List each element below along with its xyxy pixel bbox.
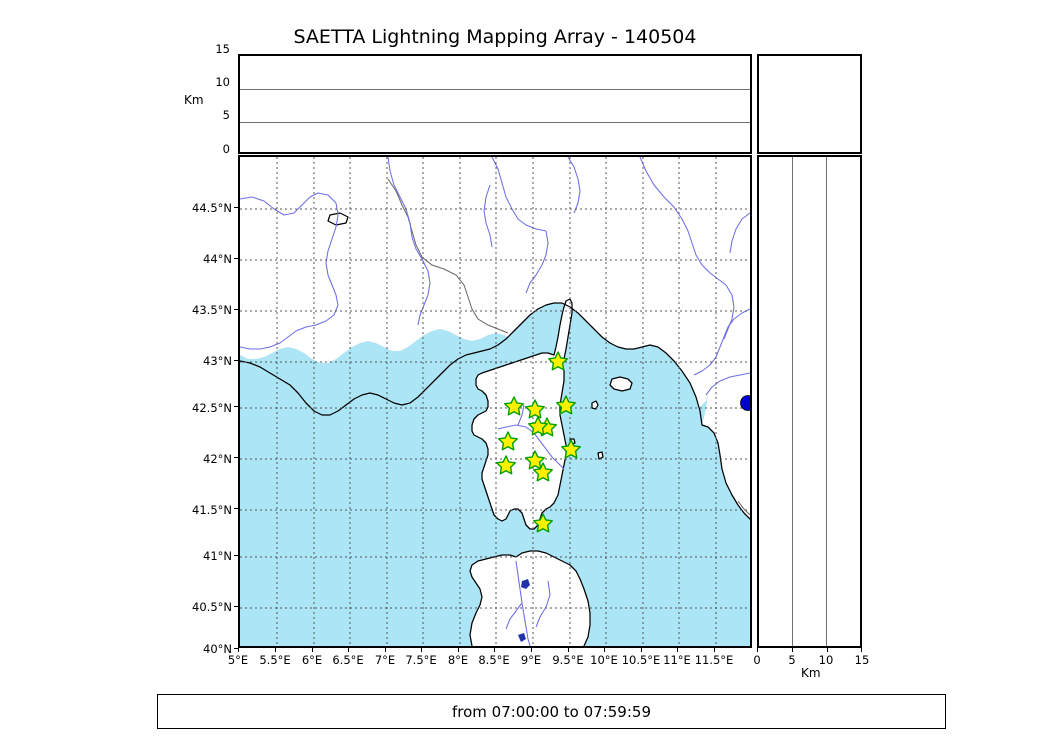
right-panel-xtick-0: 0 bbox=[753, 653, 761, 667]
map-xtick-85: 8.5°E bbox=[478, 653, 510, 667]
map-xtick-9: 9°E bbox=[520, 653, 542, 667]
landmass-italy bbox=[692, 157, 750, 519]
map-ytick-445: 44.5°N bbox=[192, 201, 232, 215]
station-star-9 bbox=[496, 455, 516, 475]
station-star-11 bbox=[533, 462, 553, 482]
rivers bbox=[240, 157, 750, 646]
status-bar-text: from 07:00:00 to 07:59:59 bbox=[451, 702, 651, 721]
right-panel-gridline-5km bbox=[792, 157, 793, 646]
station-star-10 bbox=[525, 450, 545, 470]
political-borders bbox=[387, 178, 750, 516]
map-ytick-415: 41.5°N bbox=[192, 503, 232, 517]
map-xtick-10: 10°E bbox=[590, 653, 618, 667]
lakes bbox=[518, 579, 530, 642]
top-panel-ytick-0: 0 bbox=[222, 142, 230, 156]
top-panel-ytick-15: 15 bbox=[215, 42, 230, 56]
vhf-source-marker bbox=[740, 395, 750, 411]
island-elba bbox=[610, 377, 632, 391]
station-star-2 bbox=[504, 396, 524, 416]
top-panel-gridline-10km bbox=[240, 89, 750, 90]
altitude-longitude-panel[interactable] bbox=[238, 54, 752, 154]
status-bar[interactable]: from 07:00:00 to 07:59:59 bbox=[157, 694, 946, 729]
altitude-latitude-panel[interactable] bbox=[757, 155, 862, 648]
map-ytick-42: 42°N bbox=[203, 452, 232, 466]
station-markers bbox=[496, 351, 581, 533]
map-xtick-8: 8°E bbox=[447, 653, 469, 667]
station-star-12 bbox=[533, 513, 553, 533]
top-panel-ytick-10: 10 bbox=[215, 75, 230, 89]
map-ytick-40: 40°N bbox=[203, 642, 232, 656]
map-ytick-435: 43.5°N bbox=[192, 303, 232, 317]
map-ytick-44: 44°N bbox=[203, 252, 232, 266]
map-ytick-43: 43°N bbox=[203, 354, 232, 368]
map-xtick-115: 11.5°E bbox=[694, 653, 734, 667]
station-star-1 bbox=[548, 351, 568, 371]
page-title: SAETTA Lightning Mapping Array - 140504 bbox=[293, 26, 697, 48]
right-panel-xlabel: Km bbox=[801, 666, 821, 680]
station-star-7 bbox=[561, 439, 581, 459]
right-panel-gridline-10km bbox=[826, 157, 827, 646]
right-panel-xtick-10: 10 bbox=[818, 653, 834, 667]
top-panel-ylabel: Km bbox=[184, 93, 204, 107]
station-star-4 bbox=[556, 395, 576, 415]
map-xtick-11: 11°E bbox=[663, 653, 691, 667]
cap-corse bbox=[554, 299, 572, 365]
right-panel-xtick-5: 5 bbox=[788, 653, 796, 667]
coastlines bbox=[240, 212, 750, 646]
altitude-altitude-panel[interactable] bbox=[757, 54, 862, 154]
map-gridlines bbox=[240, 157, 750, 646]
map-xtick-65: 6.5°E bbox=[332, 653, 364, 667]
top-panel-ytick-5: 5 bbox=[222, 108, 230, 122]
map-xtick-95: 9.5°E bbox=[552, 653, 584, 667]
map-xtick-55: 5.5°E bbox=[259, 653, 291, 667]
right-panel-xtick-15: 15 bbox=[854, 653, 870, 667]
station-star-3 bbox=[525, 399, 545, 419]
map-xtick-75: 7.5°E bbox=[405, 653, 437, 667]
station-star-8 bbox=[498, 431, 518, 451]
map-graphic bbox=[240, 157, 750, 646]
top-panel-gridline-5km bbox=[240, 122, 750, 123]
landmass-sardinia bbox=[470, 551, 590, 646]
map-ytick-41: 41°N bbox=[203, 549, 232, 563]
map-xtick-105: 10.5°E bbox=[621, 653, 661, 667]
map-ytick-425: 42.5°N bbox=[192, 401, 232, 415]
map-panel[interactable] bbox=[238, 155, 752, 648]
map-xtick-7: 7°E bbox=[374, 653, 396, 667]
map-ytick-405: 40.5°N bbox=[192, 600, 232, 614]
station-star-6 bbox=[528, 416, 548, 436]
map-xtick-5: 5°E bbox=[227, 653, 249, 667]
map-xtick-6: 6°E bbox=[301, 653, 323, 667]
